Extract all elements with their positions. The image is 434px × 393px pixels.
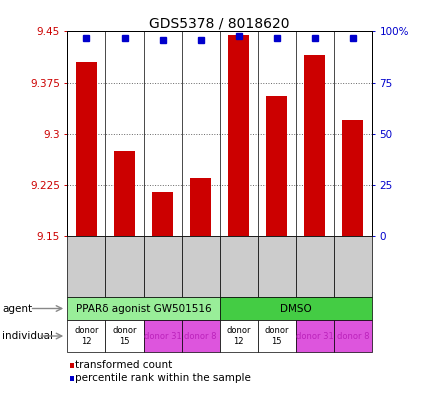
Bar <box>295 236 333 297</box>
Bar <box>105 236 143 297</box>
Bar <box>304 55 325 236</box>
Bar <box>257 320 295 352</box>
Bar <box>342 120 362 236</box>
Title: GDS5378 / 8018620: GDS5378 / 8018620 <box>149 16 289 30</box>
Text: donor 8: donor 8 <box>184 332 217 340</box>
Bar <box>257 236 295 297</box>
Bar <box>181 320 219 352</box>
Bar <box>266 96 286 236</box>
Text: donor
15: donor 15 <box>264 326 288 346</box>
Bar <box>67 297 219 320</box>
Bar <box>333 236 371 297</box>
Bar <box>114 151 135 236</box>
Bar <box>295 320 333 352</box>
Bar <box>219 236 257 297</box>
Text: donor 31: donor 31 <box>295 332 333 340</box>
Bar <box>228 35 249 236</box>
Bar <box>181 236 219 297</box>
Text: donor
12: donor 12 <box>226 326 250 346</box>
Bar <box>105 320 143 352</box>
Text: transformed count: transformed count <box>75 360 172 370</box>
Bar <box>143 320 181 352</box>
Bar <box>69 363 74 367</box>
Text: PPARδ agonist GW501516: PPARδ agonist GW501516 <box>76 303 211 314</box>
Text: donor 31: donor 31 <box>143 332 181 340</box>
Text: donor
12: donor 12 <box>74 326 99 346</box>
Bar <box>69 376 74 381</box>
Bar <box>219 297 371 320</box>
Bar <box>219 320 257 352</box>
Text: percentile rank within the sample: percentile rank within the sample <box>75 373 250 383</box>
Text: donor 8: donor 8 <box>336 332 368 340</box>
Bar <box>67 236 105 297</box>
Bar <box>152 191 173 236</box>
Bar <box>67 320 105 352</box>
Bar <box>333 320 371 352</box>
Text: agent: agent <box>2 303 32 314</box>
Bar <box>143 236 181 297</box>
Text: donor
15: donor 15 <box>112 326 136 346</box>
Bar <box>190 178 210 236</box>
Text: individual: individual <box>2 331 53 341</box>
Bar <box>76 62 97 236</box>
Text: DMSO: DMSO <box>279 303 311 314</box>
